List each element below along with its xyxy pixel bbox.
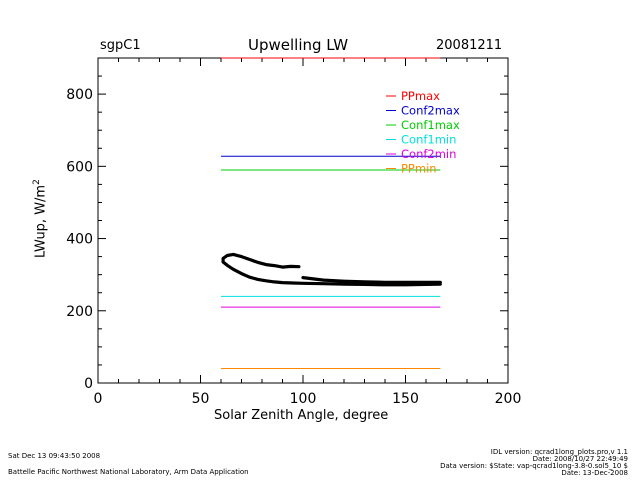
y-tick-label: 600	[66, 159, 93, 175]
x-tick-label: 200	[495, 391, 522, 407]
legend-label-conf1min: Conf1min	[401, 133, 456, 147]
footer-data-date: Date: 13-Dec-2008	[561, 469, 628, 477]
y-axis-label-text: LWup, W/m	[33, 184, 49, 258]
footer-data-version: Data version: $State: vap-qcrad1long-3.8…	[440, 462, 628, 470]
y-axis-label-exponent: 2	[32, 179, 42, 185]
y-tick-label: 0	[84, 376, 93, 392]
date-label: 20081211	[436, 38, 503, 53]
legend-label-conf2max: Conf2max	[401, 104, 460, 118]
footer-idl-date: Date: 2008/10/27 22:49:49	[532, 455, 628, 463]
observation-curve	[301, 276, 442, 284]
y-axis-label: LWup, W/m2	[32, 179, 48, 258]
legend-label-ppmin: PPmin	[401, 162, 437, 176]
legend-label-conf2min: Conf2min	[401, 147, 456, 161]
chart-title: Upwelling LW	[248, 36, 349, 54]
x-axis-label: Solar Zenith Angle, degree	[214, 408, 389, 423]
observation-curve	[221, 252, 442, 287]
y-tick-label: 200	[66, 304, 93, 320]
x-tick-label: 150	[392, 391, 419, 407]
footer-timestamp: Sat Dec 13 09:43:50 2008	[8, 452, 101, 460]
y-tick-label: 400	[66, 232, 93, 248]
legend-label-conf1max: Conf1max	[401, 118, 460, 132]
x-tick-label: 0	[94, 391, 103, 407]
footer-idl-version: IDL version: qcrad1long_plots.pro,v 1.1	[490, 448, 628, 456]
legend-label-ppmax: PPmax	[401, 89, 440, 103]
y-tick-label: 800	[66, 87, 93, 103]
x-tick-label: 100	[290, 391, 317, 407]
footer-org: Battelle Pacific Northwest National Labo…	[8, 468, 249, 476]
site-label: sgpC1	[100, 38, 141, 53]
x-tick-label: 50	[192, 391, 210, 407]
